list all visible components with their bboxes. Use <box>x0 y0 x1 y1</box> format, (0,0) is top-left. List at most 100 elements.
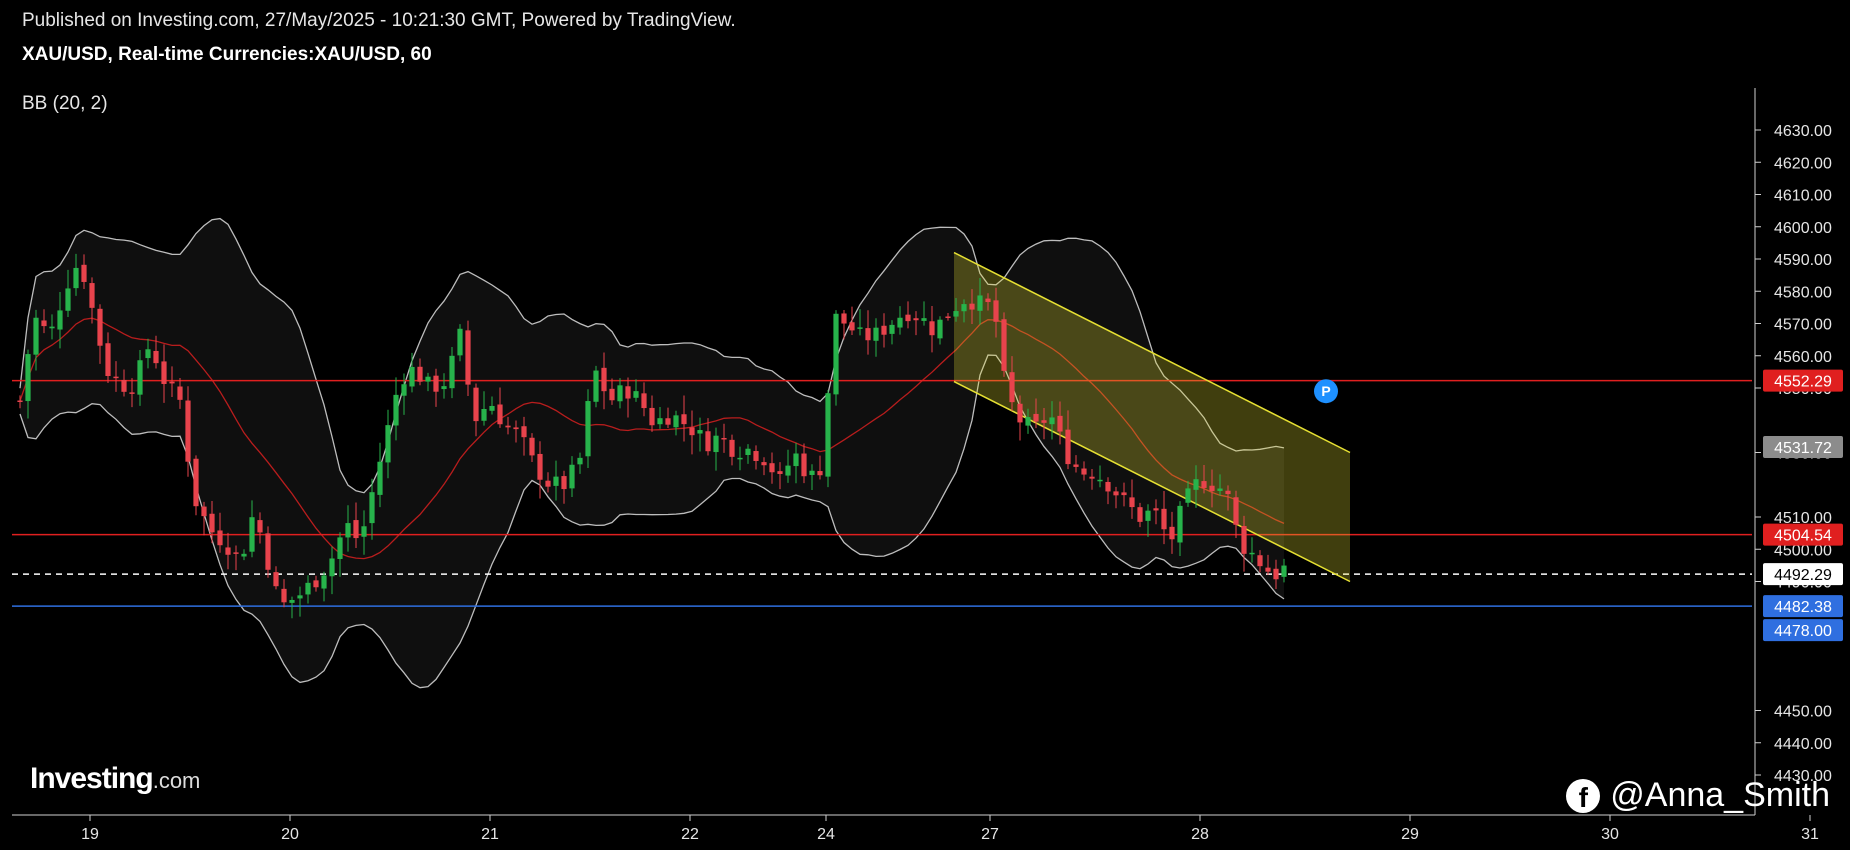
price-tick-label: 4500.00 <box>1774 542 1832 559</box>
candle-body <box>289 599 295 603</box>
candle-body <box>193 458 199 507</box>
candle-body <box>297 595 303 599</box>
horizontal-lines-layer <box>12 379 1752 607</box>
candle-body <box>577 457 583 465</box>
candle-body <box>1129 497 1135 508</box>
candle-body <box>1217 488 1223 491</box>
candle-body <box>1145 510 1151 521</box>
candle-body <box>753 451 759 461</box>
candle-body <box>153 350 159 364</box>
candle-body <box>761 462 767 466</box>
candle-body <box>1249 552 1255 555</box>
candle-body <box>57 310 63 330</box>
channel-fill <box>954 252 1350 582</box>
candle-body <box>681 414 687 425</box>
candle-body <box>561 476 567 490</box>
price-badge <box>1763 523 1843 546</box>
candle-body <box>1065 429 1071 465</box>
candle-body <box>225 547 231 555</box>
candle-body <box>953 311 959 317</box>
price-badge-label: 4478.00 <box>1774 623 1832 640</box>
channel-upper-line <box>953 251 1351 454</box>
candle-body <box>1193 479 1199 490</box>
candle-body <box>465 330 471 385</box>
candle-body <box>65 288 71 311</box>
candle-body <box>489 405 495 411</box>
candle-body <box>945 316 951 318</box>
time-tick-label: 30 <box>1601 826 1619 843</box>
candle-body <box>889 324 895 334</box>
price-alert-marker-label: P <box>1321 383 1330 399</box>
candle-body <box>777 471 783 474</box>
candle-body <box>745 448 751 455</box>
candle-body <box>1257 555 1263 567</box>
candle-body <box>713 435 719 453</box>
candle-body <box>161 361 167 384</box>
candle-body <box>641 393 647 409</box>
candle-body <box>697 430 703 434</box>
candle-body <box>1169 526 1175 540</box>
published-caption: Published on Investing.com, 27/May/2025 … <box>22 10 736 31</box>
price-tick-label: 4620.00 <box>1774 155 1832 172</box>
candle-body <box>1001 319 1007 371</box>
candle-body <box>1281 565 1287 577</box>
candle-body <box>33 317 39 355</box>
time-tick-label: 19 <box>81 826 99 843</box>
candle-body <box>649 407 655 426</box>
candle-body <box>665 418 671 425</box>
candle-body <box>273 572 279 587</box>
brand-name: Investing <box>30 762 154 795</box>
candle-body <box>825 393 831 477</box>
time-tick-label: 27 <box>981 826 999 843</box>
candle-body <box>969 303 975 310</box>
price-tick-label: 4560.00 <box>1774 349 1832 366</box>
candle-body <box>585 401 591 457</box>
investing-logo: Investing.com <box>30 762 200 796</box>
candle-body <box>705 431 711 452</box>
candle-body <box>441 386 447 390</box>
candle-body <box>1273 568 1279 580</box>
candle-body <box>833 313 839 395</box>
candle-body <box>569 464 575 489</box>
candle-body <box>321 575 327 589</box>
candle-body <box>537 453 543 480</box>
time-tick-label: 21 <box>481 826 499 843</box>
candle-body <box>265 533 271 570</box>
candle-body <box>881 325 887 335</box>
candle-body <box>1225 490 1231 495</box>
candle-body <box>1177 505 1183 543</box>
candle-body <box>961 304 967 312</box>
candle-body <box>817 471 823 476</box>
candle-body <box>1009 372 1015 403</box>
time-tick-label: 28 <box>1191 826 1209 843</box>
price-tick-label: 4630.00 <box>1774 123 1832 140</box>
candle-body <box>913 318 919 321</box>
price-badge-label: 4531.72 <box>1774 440 1832 457</box>
time-tick-label: 24 <box>817 826 835 843</box>
price-tick-label: 4610.00 <box>1774 188 1832 205</box>
candle-body <box>809 470 815 475</box>
candle-body <box>921 318 927 321</box>
candle-body <box>137 360 143 395</box>
candle-body <box>281 588 287 603</box>
candle-body <box>1241 526 1247 554</box>
candles-layer <box>17 253 1287 619</box>
candle-body <box>1137 507 1143 522</box>
time-tick-label: 29 <box>1401 826 1419 843</box>
candle-body <box>97 308 103 346</box>
price-badge <box>1763 369 1843 392</box>
candle-body <box>689 427 695 436</box>
price-badge <box>1763 435 1843 458</box>
candle-body <box>1081 468 1087 475</box>
candle-body <box>545 480 551 487</box>
candle-body <box>337 537 343 559</box>
price-labels-layer: 4552.29 4531.72 4504.54 4492.29 4482.38 4478.… <box>1763 369 1843 642</box>
bollinger-indicator-label[interactable]: BB (20, 2) <box>22 93 108 114</box>
candle-body <box>481 409 487 421</box>
candle-body <box>393 394 399 426</box>
candle-body <box>249 517 255 552</box>
candle-body <box>385 425 391 463</box>
price-badge <box>1763 619 1843 642</box>
price-badge-label: 4482.38 <box>1774 599 1832 616</box>
